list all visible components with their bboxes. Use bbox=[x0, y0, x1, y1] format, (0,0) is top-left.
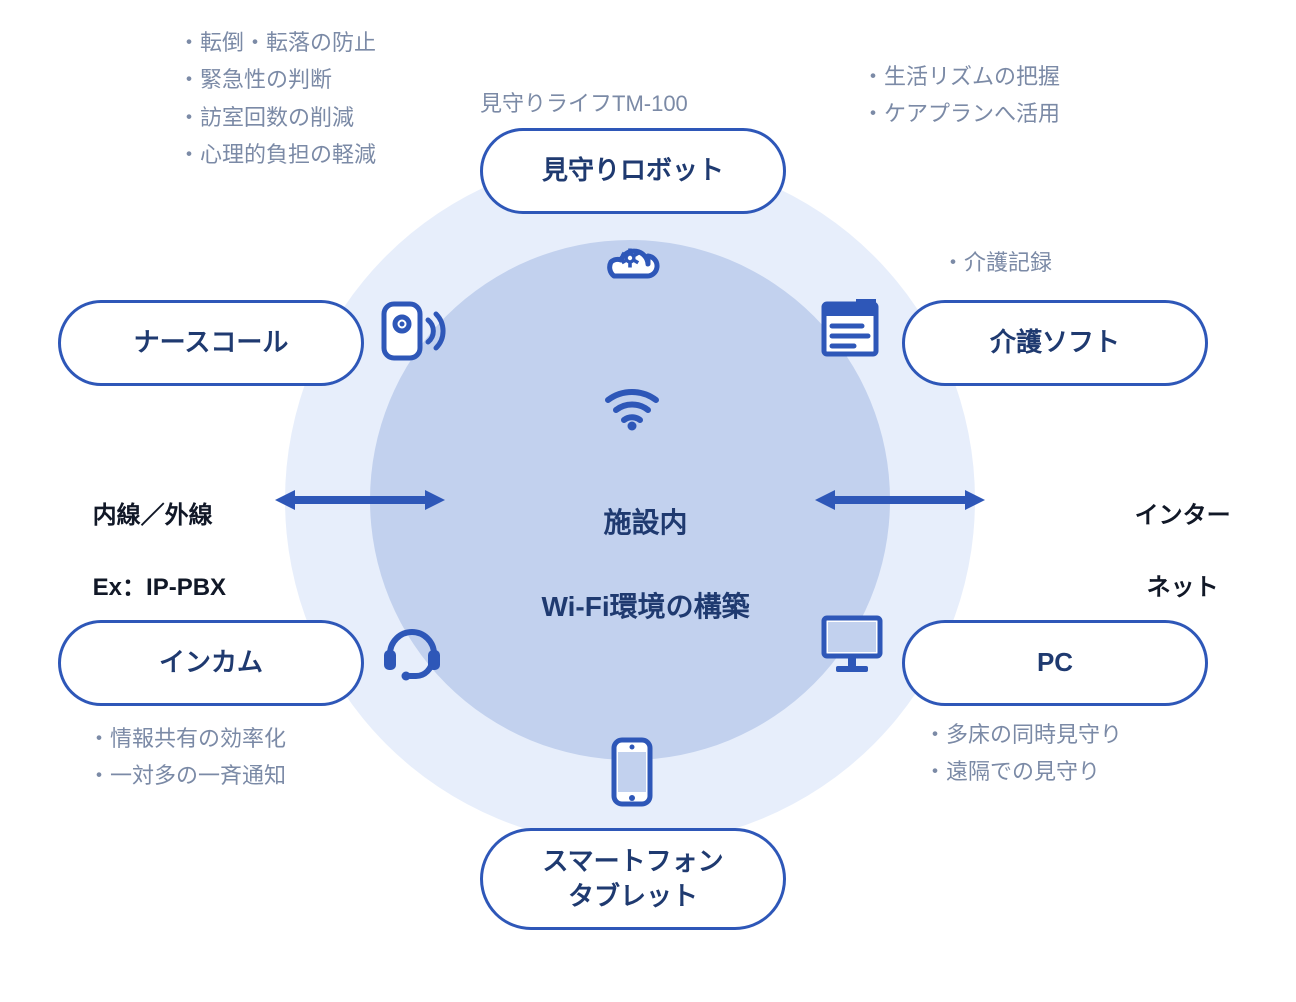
wifi-icon bbox=[600, 370, 664, 434]
cloud-gear-icon bbox=[598, 218, 662, 282]
diagram-stage: 施設内 Wi-Fi環境の構築 見守りロボット ナースコール 介護ソフト インカム… bbox=[0, 0, 1296, 1002]
center-title: 施設内 Wi-Fi環境の構築 bbox=[470, 460, 790, 670]
document-icon bbox=[818, 296, 882, 360]
note-pc: ・多床の同時見守り ・遠隔での見守り bbox=[924, 716, 1122, 791]
side-left-label: 内線／外線 Ex：IP-PBX bbox=[66, 462, 226, 642]
node-nursecall: ナースコール bbox=[58, 300, 364, 386]
note-intercom: ・情報共有の効率化 ・一対多の一斉通知 bbox=[88, 720, 286, 795]
smartphone-icon bbox=[600, 736, 664, 810]
note-top-right: ・生活リズムの把握 ・ケアプランへ活用 bbox=[862, 58, 1060, 133]
note-caresoft: ・介護記録 bbox=[942, 244, 1052, 281]
robot-caption: 見守りライフTM-100 bbox=[480, 86, 688, 118]
sensor-icon bbox=[378, 296, 450, 366]
center-line2: Wi-Fi環境の構築 bbox=[541, 591, 749, 622]
side-right-label: インター ネット bbox=[1108, 462, 1231, 642]
monitor-icon bbox=[818, 610, 886, 676]
node-robot: 見守りロボット bbox=[480, 128, 786, 214]
arrow-left-icon bbox=[275, 486, 445, 514]
note-top-left: ・転倒・転落の防止 ・緊急性の判断 ・訪室回数の削減 ・心理的負担の軽減 bbox=[178, 24, 376, 174]
node-smartphone: スマートフォン タブレット bbox=[480, 828, 786, 930]
headset-icon bbox=[378, 614, 446, 686]
center-line1: 施設内 bbox=[604, 507, 688, 538]
arrow-right-icon bbox=[815, 486, 985, 514]
node-caresoft: 介護ソフト bbox=[902, 300, 1208, 386]
